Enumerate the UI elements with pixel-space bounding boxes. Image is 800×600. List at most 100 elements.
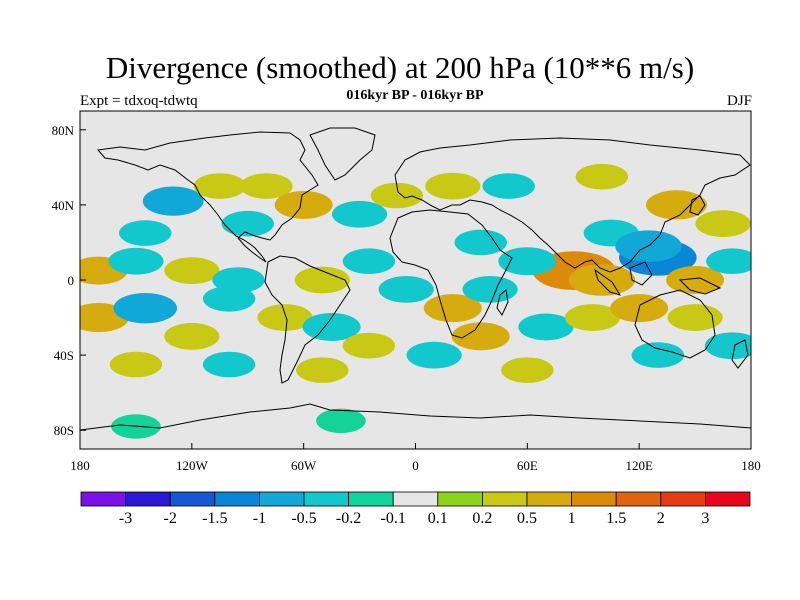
colorbar-label-9: 0.5 xyxy=(517,510,537,527)
divergence-cell-17 xyxy=(568,264,636,296)
y-tick-label-1: 40N xyxy=(52,198,75,213)
x-tick-label-5: 120E xyxy=(625,458,653,473)
divergence-cell-5 xyxy=(274,190,333,219)
colorbar-label-4: -0.5 xyxy=(291,510,316,527)
colorbar-label-13: 3 xyxy=(701,510,709,527)
divergence-cell-18 xyxy=(498,247,557,276)
divergence-cell-38 xyxy=(406,341,462,369)
coastline-south-america xyxy=(264,255,351,384)
colorbar-swatch-14 xyxy=(705,491,751,507)
divergence-cell-27 xyxy=(342,248,396,275)
y-tick-label-4: 80S xyxy=(54,423,74,438)
divergence-cell-44 xyxy=(704,332,751,360)
x-tick-label-2: 60W xyxy=(291,458,317,473)
colorbar-swatch-2 xyxy=(169,491,216,507)
y-axis: 80N 40N 0 40S 80S xyxy=(52,123,86,438)
x-tick-label-3: 0 xyxy=(412,458,419,473)
divergence-cell-10 xyxy=(575,163,629,190)
colorbar-label-12: 2 xyxy=(657,510,665,527)
colorbar-swatch-13 xyxy=(660,491,706,507)
divergence-cell-36 xyxy=(302,312,361,341)
colorbar-label-1: -2 xyxy=(164,510,177,527)
divergence-cell-43 xyxy=(667,304,723,331)
x-tick-label-4: 60E xyxy=(517,458,538,473)
x-tick-label-1: 120W xyxy=(176,458,209,473)
divergence-cell-39 xyxy=(451,322,510,351)
colorbar-label-8: 0.2 xyxy=(472,510,492,527)
colorbar-swatch-1 xyxy=(125,491,171,507)
divergence-cell-6 xyxy=(331,200,388,228)
divergence-cell-0 xyxy=(142,186,204,216)
coastline-eurasia xyxy=(394,137,751,273)
coastline-new-guinea xyxy=(678,277,722,295)
divergence-cell-48 xyxy=(296,357,349,383)
colorbar-label-2: -1.5 xyxy=(202,510,227,527)
divergence-cell-2 xyxy=(193,173,246,199)
divergence-cell-24 xyxy=(164,257,220,285)
divergence-cell-40 xyxy=(518,313,574,341)
colorbar-swatch-11 xyxy=(571,491,617,507)
divergence-cell-46 xyxy=(109,351,163,378)
colorbar-label-3: -1 xyxy=(253,510,266,527)
y-tick-label-3: 40S xyxy=(54,348,74,363)
divergence-cell-26 xyxy=(294,266,350,294)
colorbar-swatch-7 xyxy=(392,491,439,507)
divergence-cell-12 xyxy=(695,210,751,238)
colorbar-swatch-4 xyxy=(258,491,305,507)
plot-subtitle: 016kyr BP - 016kyr BP xyxy=(346,88,484,103)
plot-title: Divergence (smoothed) at 200 hPa (10**6 … xyxy=(105,50,695,85)
divergence-cell-47 xyxy=(202,351,256,378)
colorbar-label-11: 1.5 xyxy=(606,510,626,527)
colorbar-swatch-5 xyxy=(303,491,349,507)
colorbar-swatch-3 xyxy=(214,491,260,507)
coastline-madagascar xyxy=(496,289,509,316)
divergence-cell-51 xyxy=(316,408,366,434)
x-tick-label-0: 180 xyxy=(70,458,90,473)
season-label: DJF xyxy=(726,93,752,109)
y-tick-label-2: 0 xyxy=(68,273,75,288)
coastline-new-zealand xyxy=(731,339,749,369)
coastline-antarctica xyxy=(80,403,751,431)
divergence-cell-41 xyxy=(564,304,621,331)
divergence-cell-45 xyxy=(631,342,685,368)
divergence-cell-9 xyxy=(482,173,535,199)
colorbar-label-5: -0.2 xyxy=(336,510,361,527)
coastline-japan xyxy=(689,195,706,216)
divergence-cell-30 xyxy=(462,275,518,303)
divergence-cell-32 xyxy=(113,292,178,324)
divergence-cell-49 xyxy=(501,357,554,383)
divergence-cell-29 xyxy=(423,294,482,323)
experiment-label: Expt = tdxoq-tdwtq xyxy=(80,93,198,109)
colorbar: -3 -2 -1.5 -1 -0.5 -0.2 -0.1 0.1 0.2 0.5 1 1.5 2 3 xyxy=(80,491,751,527)
divergence-cell-23 xyxy=(108,247,164,275)
x-tick-label-6: 180 xyxy=(741,458,761,473)
colorbar-swatch-10 xyxy=(526,491,572,507)
divergence-cell-7 xyxy=(370,182,424,209)
coastline-borneo xyxy=(629,261,653,286)
coastline-greenland xyxy=(309,127,376,181)
y-tick-label-0: 80N xyxy=(52,123,75,138)
divergence-cell-20 xyxy=(666,266,725,294)
colorbar-swatch-8 xyxy=(437,491,483,507)
x-axis: 180 120W 60W 0 60E 120E 180 xyxy=(70,443,761,473)
colorbar-swatch-0 xyxy=(80,491,126,507)
divergence-cell-28 xyxy=(378,275,434,303)
colorbar-label-7: 0.1 xyxy=(428,510,448,527)
coastline-north-america xyxy=(97,131,319,263)
coastline-sumatra xyxy=(594,268,622,296)
divergence-cell-1 xyxy=(119,220,172,246)
colorbar-swatch-6 xyxy=(348,491,394,507)
divergence-cell-35 xyxy=(257,304,313,331)
coastlines xyxy=(80,127,751,431)
divergence-cell-34 xyxy=(202,285,256,312)
divergence-cell-33 xyxy=(164,322,220,350)
coastline-africa xyxy=(389,209,513,339)
colorbar-label-6: -0.1 xyxy=(381,510,406,527)
divergence-cell-19 xyxy=(454,229,507,256)
divergence-cell-21 xyxy=(706,248,751,275)
coastline-australia xyxy=(634,289,716,359)
divergence-cell-37 xyxy=(342,332,396,359)
divergence-cell-4 xyxy=(240,173,293,199)
colorbar-swatch-9 xyxy=(481,491,528,507)
